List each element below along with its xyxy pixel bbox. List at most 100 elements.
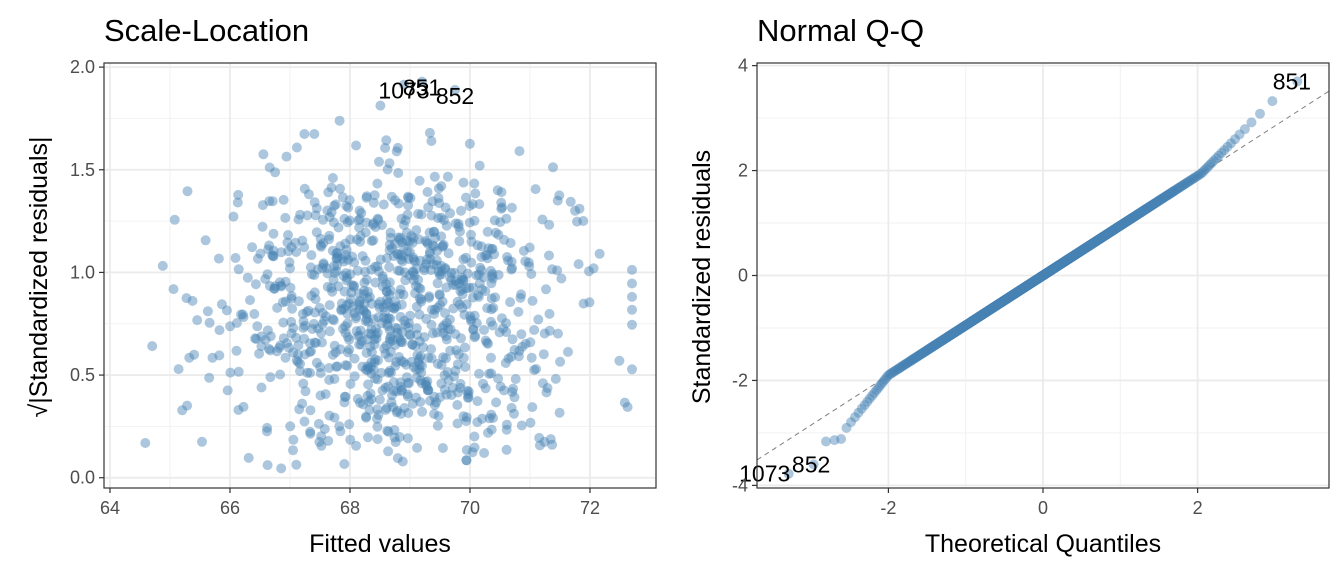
qq-point bbox=[1055, 259, 1066, 270]
qq-point bbox=[1006, 291, 1016, 302]
scatter-point bbox=[317, 308, 328, 318]
scatter-point bbox=[291, 247, 302, 257]
qq-point bbox=[989, 301, 1000, 312]
scatter-point bbox=[329, 200, 340, 211]
scatter-point bbox=[214, 325, 225, 336]
qq-point bbox=[1028, 276, 1039, 287]
scatter-point bbox=[233, 405, 244, 415]
scatter-point bbox=[262, 460, 273, 471]
scatter-point bbox=[344, 215, 355, 226]
scatter-point bbox=[332, 361, 343, 372]
qq-point bbox=[862, 396, 873, 407]
qq-point bbox=[887, 367, 898, 378]
qq-point bbox=[981, 306, 992, 317]
scatter-point bbox=[338, 323, 348, 334]
scatter-point bbox=[627, 291, 637, 302]
scatter-point bbox=[324, 234, 334, 245]
scatter-point bbox=[588, 263, 599, 274]
qq-point bbox=[1135, 207, 1146, 218]
scatter-point bbox=[381, 279, 392, 290]
qq-point bbox=[808, 459, 819, 470]
scatter-point bbox=[366, 324, 377, 335]
qq-point bbox=[1069, 250, 1080, 261]
qq-point bbox=[1107, 225, 1118, 236]
scatter-point bbox=[526, 352, 537, 363]
qq-point bbox=[906, 355, 917, 366]
qq-point bbox=[925, 343, 936, 354]
qq-point bbox=[1073, 247, 1084, 258]
scatter-point bbox=[265, 345, 276, 356]
scatter-point bbox=[622, 402, 633, 412]
scatter-point bbox=[341, 275, 352, 286]
qq-point bbox=[1067, 251, 1078, 262]
qq-point bbox=[986, 304, 996, 314]
scatter-point bbox=[283, 342, 294, 353]
qq-point bbox=[1153, 196, 1164, 206]
outlier-label: 1073 bbox=[739, 460, 790, 486]
scatter-point bbox=[349, 280, 359, 291]
scatter-point bbox=[384, 352, 394, 363]
qq-point bbox=[1056, 258, 1067, 269]
scatter-point bbox=[349, 353, 360, 364]
scatter-point bbox=[309, 337, 320, 348]
qq-point bbox=[1041, 268, 1052, 279]
scatter-point bbox=[327, 286, 338, 297]
qq-point bbox=[974, 311, 985, 322]
scatter-point bbox=[413, 234, 424, 245]
scatter-point bbox=[342, 347, 353, 358]
qq-point bbox=[1161, 190, 1172, 201]
qq-point bbox=[910, 352, 921, 363]
qq-point bbox=[1112, 222, 1123, 233]
scatter-point bbox=[310, 210, 321, 221]
qq-point bbox=[1071, 248, 1082, 259]
qq-point bbox=[996, 297, 1007, 308]
scatter-point bbox=[372, 178, 383, 189]
qq-point bbox=[922, 345, 933, 355]
qq-point bbox=[1037, 270, 1048, 281]
qq-point bbox=[1066, 252, 1077, 263]
scatter-point bbox=[472, 417, 483, 428]
qq-point bbox=[1052, 261, 1063, 272]
qq-point bbox=[1076, 245, 1087, 256]
scatter-point bbox=[474, 160, 485, 171]
qq-point bbox=[935, 336, 946, 347]
scatter-point bbox=[334, 115, 345, 126]
scatter-point bbox=[329, 374, 340, 384]
scatter-point bbox=[342, 360, 353, 371]
scatter-point bbox=[446, 275, 457, 286]
scatter-point bbox=[463, 389, 474, 400]
scatter-point bbox=[204, 317, 215, 328]
scatter-point bbox=[316, 241, 327, 252]
scatter-point bbox=[408, 361, 419, 372]
qq-point bbox=[995, 298, 1006, 309]
scatter-point bbox=[324, 212, 335, 222]
scatter-point bbox=[288, 323, 299, 333]
scatter-point bbox=[485, 316, 496, 327]
qq-point bbox=[978, 308, 989, 319]
qq-point bbox=[1191, 171, 1202, 182]
qq-point bbox=[1122, 216, 1132, 227]
qq-point bbox=[1001, 293, 1012, 304]
scatter-point bbox=[354, 222, 365, 233]
qq-point bbox=[993, 299, 1004, 310]
qq-point bbox=[1112, 222, 1123, 233]
scatter-point bbox=[366, 394, 377, 405]
qq-point bbox=[1025, 278, 1036, 289]
scatter-point bbox=[381, 403, 392, 413]
qq-point bbox=[893, 363, 904, 374]
qq-point bbox=[1065, 252, 1076, 263]
qq-point bbox=[1179, 179, 1190, 190]
scatter-point bbox=[461, 455, 472, 466]
scatter-point bbox=[440, 353, 451, 364]
scatter-point bbox=[573, 259, 584, 270]
scatter-point bbox=[534, 440, 545, 451]
scatter-point bbox=[484, 413, 495, 424]
qq-point bbox=[1034, 273, 1044, 284]
scatter-point bbox=[440, 264, 451, 275]
scatter-point bbox=[414, 364, 425, 375]
qq-point bbox=[1029, 275, 1040, 286]
scatter-point bbox=[376, 367, 387, 378]
qq-point bbox=[1064, 253, 1075, 264]
qq-point bbox=[986, 303, 997, 314]
scatter-point bbox=[433, 213, 444, 224]
